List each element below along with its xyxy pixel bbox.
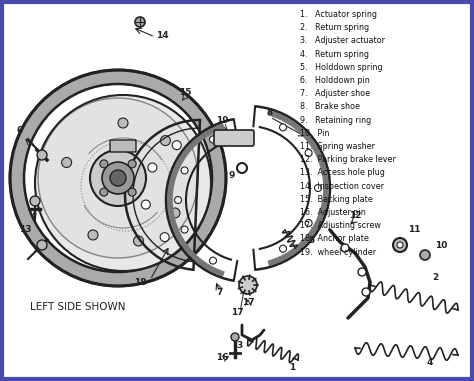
Circle shape: [160, 136, 171, 146]
Text: 2.   Return spring: 2. Return spring: [300, 23, 369, 32]
Text: 1.   Actuator spring: 1. Actuator spring: [300, 10, 377, 19]
Text: 10: 10: [435, 241, 447, 250]
Circle shape: [210, 136, 217, 143]
Text: 18.  Anchor plate: 18. Anchor plate: [300, 234, 369, 243]
Text: 16.  Adjuster pin: 16. Adjuster pin: [300, 208, 366, 217]
Circle shape: [231, 333, 239, 341]
Text: 15: 15: [179, 88, 191, 97]
Text: 5.   Holddown spring: 5. Holddown spring: [300, 63, 383, 72]
Text: 14: 14: [156, 30, 169, 40]
Text: 4: 4: [427, 358, 433, 367]
Circle shape: [135, 17, 145, 27]
Circle shape: [280, 245, 286, 252]
Text: 16: 16: [216, 353, 228, 362]
Text: 3: 3: [237, 341, 243, 350]
Wedge shape: [10, 70, 226, 286]
Circle shape: [210, 257, 217, 264]
Text: 2: 2: [432, 273, 438, 282]
Text: 12: 12: [349, 211, 361, 220]
Circle shape: [38, 98, 198, 258]
Circle shape: [315, 184, 321, 192]
Circle shape: [174, 197, 182, 203]
Circle shape: [341, 244, 349, 252]
Text: 13: 13: [19, 225, 31, 234]
Circle shape: [118, 118, 128, 128]
Text: 9.   Retaining ring: 9. Retaining ring: [300, 115, 371, 125]
Circle shape: [102, 162, 134, 194]
Text: 4.   Return spring: 4. Return spring: [300, 50, 369, 59]
Circle shape: [420, 250, 430, 260]
Circle shape: [90, 150, 146, 206]
Circle shape: [30, 196, 40, 206]
Circle shape: [280, 124, 286, 131]
FancyBboxPatch shape: [214, 130, 254, 146]
Text: 18: 18: [134, 278, 146, 287]
Text: 17: 17: [242, 298, 255, 307]
Circle shape: [128, 188, 136, 196]
Circle shape: [393, 238, 407, 252]
Circle shape: [362, 288, 370, 296]
Circle shape: [358, 268, 366, 276]
Text: 19: 19: [216, 116, 228, 125]
Text: 13.  Access hole plug: 13. Access hole plug: [300, 168, 385, 178]
Text: 8.   Brake shoe: 8. Brake shoe: [300, 102, 360, 111]
Text: 3.   Adjuster actuator: 3. Adjuster actuator: [300, 37, 385, 45]
Text: 15.  Backing plate: 15. Backing plate: [300, 195, 373, 204]
Circle shape: [134, 236, 144, 246]
Circle shape: [181, 226, 188, 233]
Circle shape: [397, 242, 403, 248]
Text: 11: 11: [408, 225, 420, 234]
Circle shape: [100, 160, 108, 168]
Circle shape: [305, 149, 312, 157]
Circle shape: [160, 233, 169, 242]
Circle shape: [88, 230, 98, 240]
Text: 17: 17: [231, 308, 243, 317]
Circle shape: [141, 200, 150, 209]
Circle shape: [100, 188, 108, 196]
Circle shape: [181, 167, 188, 174]
Text: 12.  Parking brake lever: 12. Parking brake lever: [300, 155, 396, 164]
Text: 8: 8: [267, 108, 273, 117]
Text: 10.  Pin: 10. Pin: [300, 129, 329, 138]
Text: 9: 9: [229, 171, 235, 180]
Text: 11.  Spring washer: 11. Spring washer: [300, 142, 375, 151]
Circle shape: [37, 240, 47, 250]
Text: 14.  Inspection cover: 14. Inspection cover: [300, 182, 384, 190]
Text: 19.  wheel cylinder: 19. wheel cylinder: [300, 248, 376, 256]
Circle shape: [62, 157, 72, 168]
Circle shape: [172, 141, 181, 150]
Circle shape: [239, 276, 257, 294]
Circle shape: [305, 219, 312, 226]
Circle shape: [37, 150, 47, 160]
Text: 5: 5: [308, 236, 314, 245]
Text: 17.  Adjusting screw: 17. Adjusting screw: [300, 221, 381, 230]
FancyBboxPatch shape: [110, 140, 136, 152]
Text: LEFT SIDE SHOWN: LEFT SIDE SHOWN: [30, 302, 126, 312]
Circle shape: [35, 95, 211, 271]
Text: 7.   Adjuster shoe: 7. Adjuster shoe: [300, 89, 370, 98]
Circle shape: [148, 163, 157, 172]
Text: 6: 6: [17, 126, 23, 135]
Circle shape: [110, 170, 126, 186]
Circle shape: [170, 208, 180, 218]
Text: 7: 7: [217, 288, 223, 297]
Circle shape: [128, 160, 136, 168]
Text: 1: 1: [289, 363, 295, 372]
Text: 6.   Holddown pin: 6. Holddown pin: [300, 76, 370, 85]
